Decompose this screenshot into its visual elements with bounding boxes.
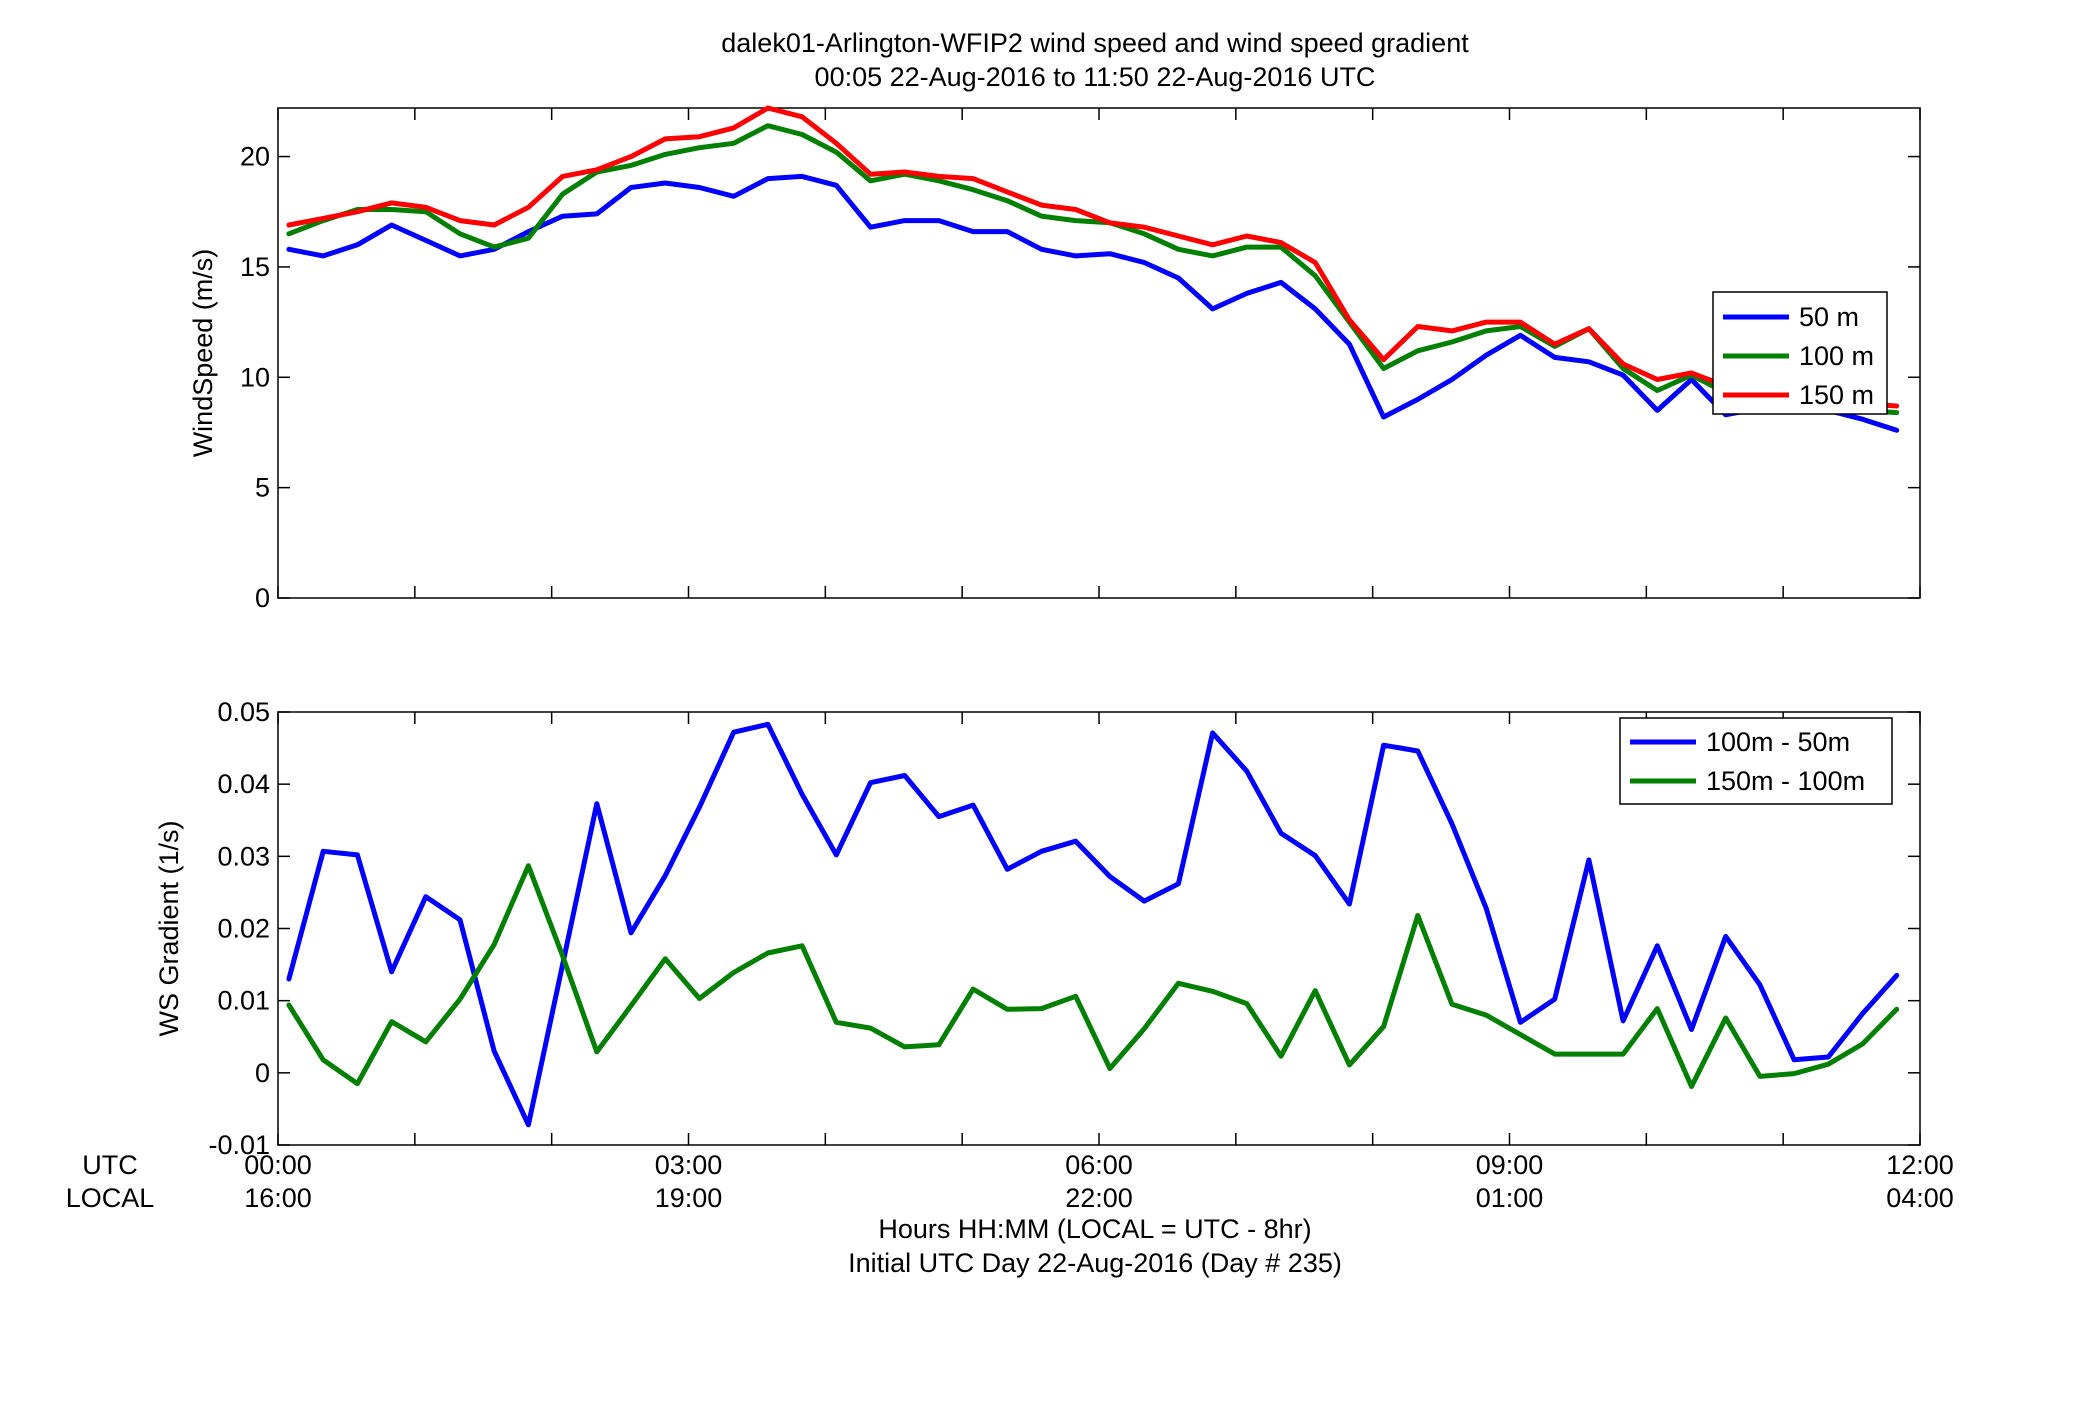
x-tick-label-local: 19:00 xyxy=(655,1183,723,1213)
x-tick-label-utc: 06:00 xyxy=(1065,1150,1133,1180)
x-tick-label-local: 16:00 xyxy=(244,1183,312,1213)
windspeed-y-tick-label: 15 xyxy=(240,252,270,282)
windspeed-series-line-2 xyxy=(286,123,1900,416)
gradient-legend-label: 100m - 50m xyxy=(1706,727,1850,757)
gradient-y-tick-label: 0.01 xyxy=(217,986,270,1016)
x-axis-label-line1: Hours HH:MM (LOCAL = UTC - 8hr) xyxy=(878,1214,1311,1244)
x-tick-label-local: 01:00 xyxy=(1476,1183,1544,1213)
windspeed-y-tick-label: 10 xyxy=(240,362,270,392)
row-label-utc: UTC xyxy=(82,1150,138,1180)
windspeed-y-tick-label: 20 xyxy=(240,142,270,172)
row-label-local: LOCAL xyxy=(66,1183,155,1213)
x-tick-label-local: 22:00 xyxy=(1065,1183,1133,1213)
gradient-y-axis-label: WS Gradient (1/s) xyxy=(154,820,184,1036)
windspeed-y-tick-label: 5 xyxy=(255,473,270,503)
gradient-y-tick-label: -0.01 xyxy=(208,1130,270,1160)
gradient-y-tick-label: 0.05 xyxy=(217,697,270,727)
x-tick-label-utc: 12:00 xyxy=(1886,1150,1954,1180)
windspeed-series-line-1 xyxy=(286,173,1900,433)
gradient-series-line-1 xyxy=(286,721,1900,1128)
x-tick-label-utc: 03:00 xyxy=(655,1150,723,1180)
gradient-y-tick-label: 0.03 xyxy=(217,841,270,871)
figure-title-line2: 00:05 22-Aug-2016 to 11:50 22-Aug-2016 U… xyxy=(815,62,1376,92)
windspeed-legend-label: 100 m xyxy=(1799,341,1874,371)
x-tick-label-utc: 00:00 xyxy=(244,1150,312,1180)
gradient-legend-box xyxy=(1619,717,1893,805)
figure-title-line1: dalek01-Arlington-WFIP2 wind speed and w… xyxy=(721,28,1469,58)
windspeed-series-line-3 xyxy=(286,105,1900,409)
gradient-legend-label: 150m - 100m xyxy=(1706,766,1865,796)
gradient-y-tick-label: 0.02 xyxy=(217,914,270,944)
gradient-y-tick-label: 0 xyxy=(255,1058,270,1088)
gradient-legend: 100m - 50m 150m - 100m xyxy=(1619,717,1893,805)
gradient-y-tick-label: 0.04 xyxy=(217,769,270,799)
windspeed-legend-label: 150 m xyxy=(1799,380,1874,410)
x-tick-label-local: 04:00 xyxy=(1886,1183,1954,1213)
windspeed-y-tick-label: 0 xyxy=(255,583,270,613)
windspeed-panel: 0 5 10 15 20 WindSpeed (m/s) 50 m 100 m 150 m xyxy=(188,105,1921,613)
windspeed-y-axis-label: WindSpeed (m/s) xyxy=(188,249,218,458)
windspeed-legend-label: 50 m xyxy=(1799,302,1859,332)
windspeed-legend: 50 m 100 m 150 m xyxy=(1712,291,1888,415)
gradient-series-line-2 xyxy=(286,863,1900,1089)
x-tick-label-utc: 09:00 xyxy=(1476,1150,1544,1180)
x-axis-label-line2: Initial UTC Day 22-Aug-2016 (Day # 235) xyxy=(848,1248,1342,1278)
gradient-panel: -0.01 0 0.01 0.02 0.03 0.04 0.05 WS Gradient (1… xyxy=(154,697,1954,1213)
